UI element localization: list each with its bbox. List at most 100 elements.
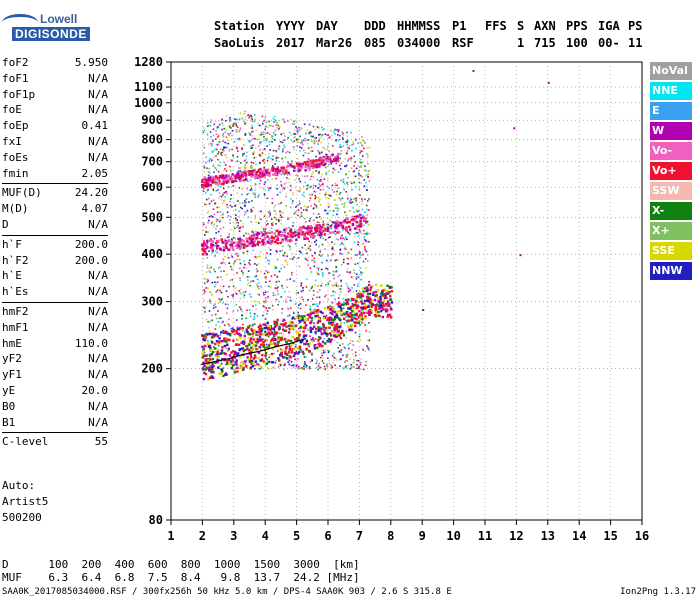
echo-point: [324, 368, 326, 371]
trace-point: [341, 226, 345, 229]
echo-point: [296, 120, 298, 123]
echo-point: [228, 233, 231, 235]
echo-point: [210, 119, 213, 121]
trace-point: [252, 237, 255, 240]
trace-point: [287, 232, 290, 235]
echo-point: [232, 236, 235, 239]
echo-point: [214, 202, 217, 204]
echo-point: [363, 185, 366, 187]
trace-point: [214, 355, 218, 358]
echo-point: [303, 123, 306, 126]
polarization-legend: NoVal NNE E W Vo- Vo+ SSW X- X+ SSE NNW: [650, 62, 692, 282]
trace-point: [380, 304, 383, 308]
echo-point: [230, 194, 232, 196]
echo-point: [331, 247, 333, 250]
trace-point: [355, 297, 358, 301]
echo-point: [346, 194, 349, 197]
echo-point: [263, 301, 265, 304]
echo-point: [287, 244, 290, 247]
trace-point: [310, 164, 313, 168]
echo-point: [319, 356, 322, 359]
trace-point: [216, 244, 220, 248]
echo-point: [318, 134, 320, 136]
echo-point: [215, 220, 218, 223]
echo-point: [343, 204, 346, 207]
echo-point: [240, 270, 243, 272]
echo-point: [333, 243, 336, 245]
trace-point: [308, 167, 311, 170]
echo-point: [282, 160, 284, 163]
echo-point: [302, 143, 304, 146]
echo-point: [222, 320, 224, 323]
trace-point: [363, 287, 367, 290]
echo-point: [304, 311, 306, 313]
echo-point: [368, 339, 371, 342]
trace-point: [333, 334, 337, 337]
trace-point: [202, 249, 205, 252]
echo-point: [318, 172, 320, 174]
trace-point: [285, 346, 288, 349]
trace-point: [360, 314, 363, 317]
echo-point: [239, 292, 242, 294]
echo-point: [300, 127, 303, 130]
echo-point: [306, 129, 309, 132]
trace-point: [330, 323, 334, 326]
echo-point: [314, 337, 317, 340]
echo-point: [256, 343, 258, 345]
echo-point: [325, 191, 327, 194]
echo-point: [231, 363, 233, 366]
trace-point: [209, 346, 212, 350]
trace-point: [366, 310, 370, 313]
echo-point: [293, 212, 296, 215]
trace-point: [389, 298, 392, 301]
trace-point: [255, 333, 258, 336]
echo-point: [329, 272, 331, 274]
trace-point: [203, 176, 206, 179]
echo-point: [318, 183, 321, 185]
trace-point: [352, 307, 355, 310]
echo-point: [286, 263, 289, 266]
trace-point: [368, 296, 371, 299]
echo-point: [331, 308, 333, 311]
trace-point: [246, 330, 249, 333]
trace-point: [386, 284, 389, 287]
param-value: N/A: [88, 368, 108, 382]
echo-point: [277, 123, 279, 126]
trace-point: [317, 342, 321, 345]
echo-point: [297, 257, 300, 259]
trace-point: [299, 227, 302, 230]
trace-point: [334, 159, 338, 162]
trace-point: [300, 319, 304, 322]
trace-point: [331, 312, 334, 316]
trace-point: [208, 369, 211, 372]
echo-point: [322, 237, 324, 240]
echo-point: [361, 150, 364, 153]
echo-point: [339, 291, 342, 293]
echo-point: [208, 300, 211, 302]
echo-point: [268, 285, 270, 288]
trace-point: [339, 223, 343, 227]
echo-point: [242, 274, 244, 277]
trace-point: [265, 339, 268, 343]
trace-point: [367, 283, 371, 287]
trace-point: [345, 229, 348, 232]
echo-point: [229, 265, 232, 268]
echo-point: [346, 135, 349, 138]
echo-point: [292, 225, 294, 227]
trace-point: [287, 331, 291, 334]
trace-point: [249, 337, 253, 340]
echo-point: [353, 358, 355, 361]
x-tick-label: 6: [324, 529, 331, 543]
echo-point: [284, 135, 286, 137]
echo-point: [282, 132, 284, 135]
echo-point: [290, 364, 292, 367]
echo-point: [334, 184, 337, 187]
echo-point: [318, 216, 321, 218]
trace-point: [276, 340, 280, 344]
echo-point: [243, 204, 246, 207]
trace-point: [301, 350, 304, 354]
echo-point: [243, 234, 245, 237]
echo-point: [285, 344, 288, 347]
trace-point: [250, 359, 254, 363]
echo-point: [266, 145, 268, 147]
